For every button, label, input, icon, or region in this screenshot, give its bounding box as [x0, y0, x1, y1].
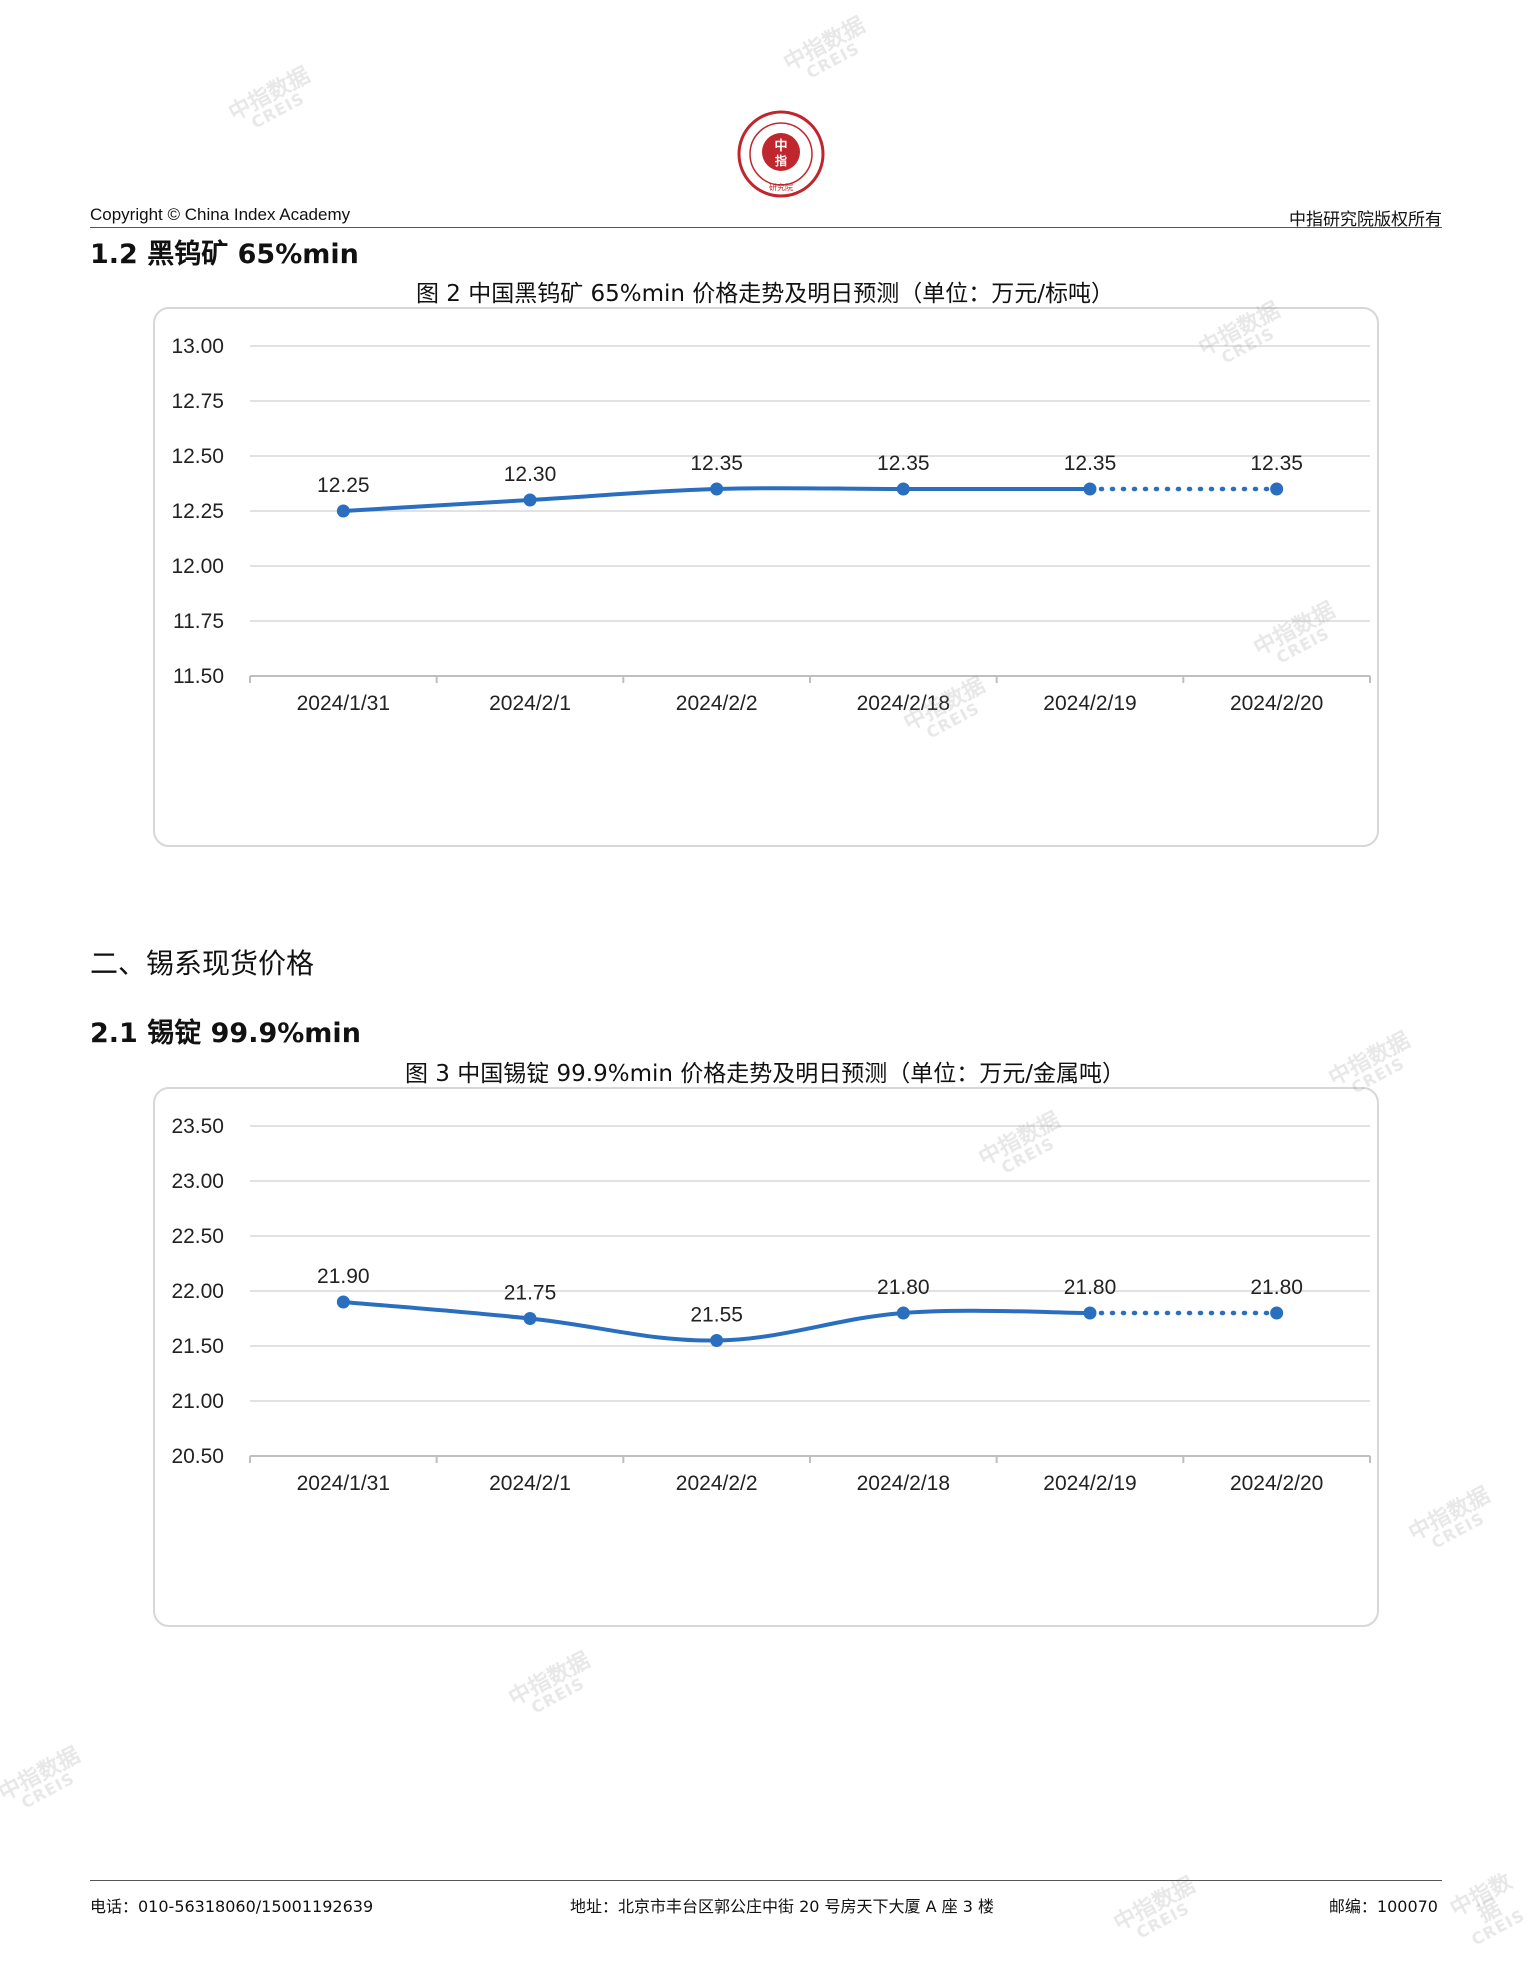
y-tick-label: 11.50 — [173, 665, 224, 688]
y-tick-label: 21.50 — [171, 1335, 224, 1358]
x-tick-label: 2024/2/18 — [857, 1472, 950, 1495]
section-heading-2: 二、锡系现货价格 — [90, 947, 315, 980]
y-tick-label: 12.75 — [171, 390, 224, 413]
x-tick-label: 2024/1/31 — [297, 692, 390, 715]
watermark: 中指数据 CREIS — [504, 1647, 595, 1718]
line-chart-tin: 20.50 21.00 21.50 22.00 22.50 23.00 23.50 2024/… — [171, 1115, 1371, 1495]
chart-frame-1: 11.50 11.75 12.00 12.25 12.50 12.75 13.00 2024/… — [153, 307, 1379, 847]
footer-phone: 电话：010-56318060/15001192639 — [90, 1897, 374, 1916]
data-label: 12.35 — [1064, 452, 1117, 475]
data-label: 21.55 — [690, 1304, 743, 1327]
section-heading-2-1: 2.1 锡锭 99.9%min — [90, 1018, 361, 1049]
x-tick-label: 2024/2/2 — [676, 692, 758, 715]
data-point — [336, 1295, 350, 1309]
x-tick-label: 2024/2/19 — [1043, 692, 1136, 715]
svg-text:中: 中 — [774, 138, 787, 154]
x-tick-label: 2024/2/19 — [1043, 1472, 1136, 1495]
data-label: 21.80 — [1250, 1276, 1303, 1299]
data-point — [523, 493, 537, 507]
svg-text:研究院: 研究院 — [769, 182, 793, 192]
watermark: 中指数据 CREIS — [0, 1742, 85, 1813]
y-tick-label: 23.50 — [171, 1115, 224, 1138]
data-point — [1270, 482, 1284, 496]
header-rule — [90, 227, 1442, 228]
china-index-academy-logo: 中 指 研究院 — [737, 110, 825, 198]
chart-title-2: 图 3 中国锡锭 99.9%min 价格走势及明日预测（单位：万元/金属吨） — [404, 1061, 1126, 1087]
watermark: 中指数据 CREIS — [779, 12, 870, 83]
data-label: 12.35 — [690, 452, 743, 475]
data-label: 21.90 — [317, 1265, 370, 1288]
y-tick-label: 21.00 — [171, 1390, 224, 1413]
data-point — [1083, 482, 1097, 496]
svg-text:指: 指 — [775, 153, 787, 168]
y-tick-label: 11.75 — [173, 610, 224, 633]
data-point — [1083, 1306, 1097, 1320]
footer-rule — [90, 1880, 1442, 1881]
footer-address: 地址：北京市丰台区郭公庄中街 20 号房天下大厦 A 座 3 楼 — [570, 1897, 995, 1916]
y-tick-label: 13.00 — [171, 335, 224, 358]
data-point — [1270, 1306, 1284, 1320]
x-tick-label: 2024/2/18 — [857, 692, 950, 715]
y-tick-label: 20.50 — [171, 1445, 224, 1468]
x-tick-label: 2024/2/20 — [1230, 692, 1323, 715]
rights-reserved-text: 中指研究院版权所有 — [1289, 210, 1442, 230]
data-point — [896, 482, 910, 496]
x-tick-label: 2024/2/20 — [1230, 1472, 1323, 1495]
data-point — [896, 1306, 910, 1320]
copyright-text: Copyright © China Index Academy — [90, 205, 351, 224]
y-tick-label: 22.50 — [171, 1225, 224, 1248]
y-tick-label: 22.00 — [171, 1280, 224, 1303]
data-label: 12.35 — [877, 452, 930, 475]
y-tick-label: 12.00 — [171, 555, 224, 578]
data-label: 21.75 — [504, 1282, 557, 1305]
data-label: 12.30 — [504, 463, 557, 486]
x-tick-label: 2024/1/31 — [297, 1472, 390, 1495]
footer-postcode: 邮编：100070 — [1328, 1897, 1438, 1916]
watermark: 中指数据 CREIS — [224, 62, 315, 133]
chart-frame-2: 20.50 21.00 21.50 22.00 22.50 23.00 23.50 2024/… — [153, 1087, 1379, 1627]
watermark: 中指数据 CREIS — [1446, 1869, 1529, 1950]
watermark: 中指数据 CREIS — [1109, 1872, 1200, 1943]
y-tick-label: 12.50 — [171, 445, 224, 468]
x-tick-label: 2024/2/2 — [676, 1472, 758, 1495]
data-point — [710, 1334, 724, 1347]
x-tick-label: 2024/2/1 — [489, 1472, 571, 1495]
data-label: 12.25 — [317, 474, 370, 497]
y-tick-label: 12.25 — [171, 500, 224, 523]
data-point — [336, 504, 350, 518]
chart-title-1: 图 2 中国黑钨矿 65%min 价格走势及明日预测（单位：万元/标吨） — [415, 281, 1115, 307]
data-label: 12.35 — [1250, 452, 1303, 475]
y-tick-label: 23.00 — [171, 1170, 224, 1193]
watermark: 中指数据 CREIS — [1404, 1482, 1495, 1553]
line-chart-tungsten: 11.50 11.75 12.00 12.25 12.50 12.75 13.00 2024/… — [171, 335, 1371, 715]
data-label: 21.80 — [877, 1276, 930, 1299]
x-tick-label: 2024/2/1 — [489, 692, 571, 715]
data-point — [523, 1312, 537, 1325]
data-point — [710, 482, 724, 496]
data-label: 21.80 — [1064, 1276, 1117, 1299]
section-heading-1-2: 1.2 黑钨矿 65%min — [90, 239, 359, 270]
